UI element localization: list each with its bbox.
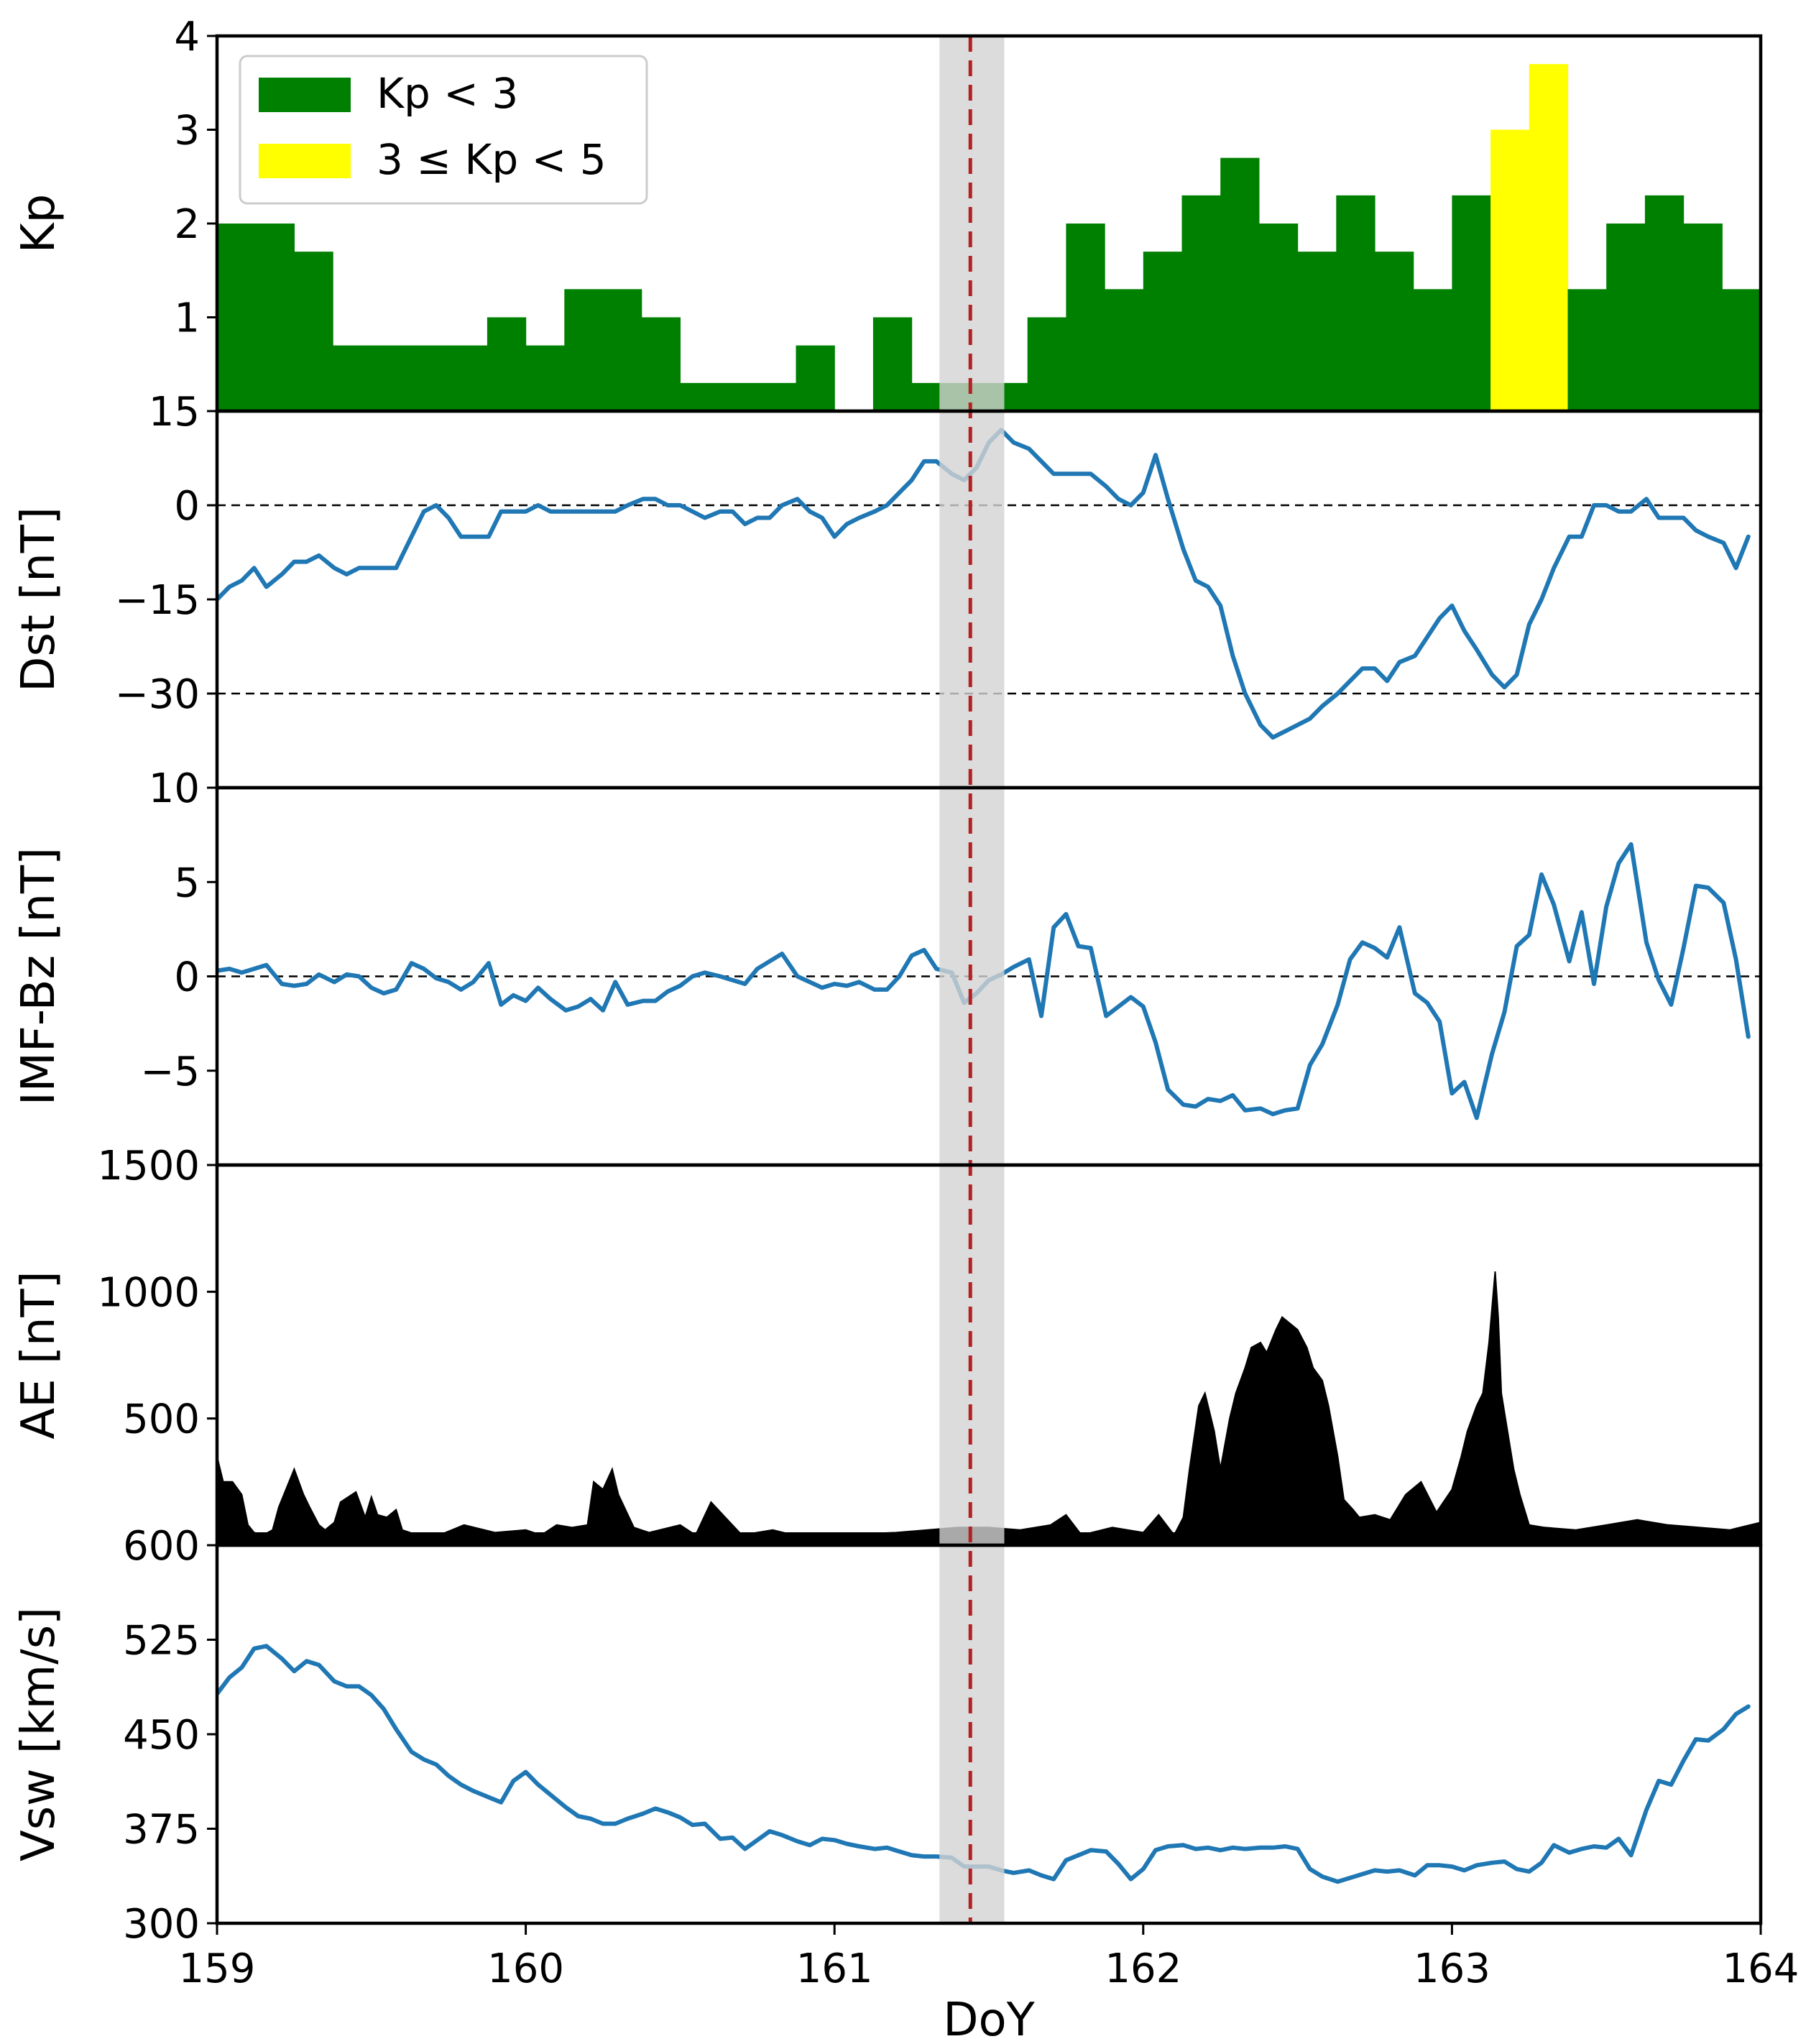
kp-bar [525, 345, 565, 411]
kp-bar [333, 345, 372, 411]
legend-label: Kp < 3 [377, 69, 518, 118]
kp-ytick-label: 1 [174, 295, 200, 342]
kp-bar [1490, 129, 1530, 411]
imfbz-ytick-label: 0 [174, 954, 200, 1001]
legend: Kp < 3 3 ≤ Kp < 5 [239, 55, 648, 205]
kp-bar [255, 224, 295, 411]
kp-bar [796, 345, 835, 411]
vsw-ytick-label: 300 [123, 1901, 200, 1948]
x-tick-label: 163 [1414, 1946, 1490, 1992]
kp-bar [680, 382, 719, 411]
legend-swatch [259, 144, 351, 178]
x-tick-label: 159 [179, 1946, 256, 1992]
vsw-y-axis-label: Vsw [km/s] [12, 1607, 65, 1861]
dst-ytick-label: −15 [115, 577, 200, 624]
ae-ytick-label: 500 [123, 1396, 200, 1443]
kp-bar [410, 345, 449, 411]
ae-ytick-label: 1000 [97, 1269, 200, 1316]
kp-bar [1066, 224, 1105, 411]
kp-bar [1220, 157, 1260, 411]
kp-bar [1606, 224, 1646, 411]
x-axis-label: DoY [943, 1994, 1035, 2044]
kp-bar [1105, 289, 1144, 411]
kp-bar [1722, 289, 1761, 411]
kp-bar [1644, 195, 1685, 411]
kp-bar [294, 252, 333, 411]
dst-ytick-label: 15 [149, 389, 200, 436]
kp-bar [719, 382, 758, 411]
tick-labels: 1 2 3 4 Kp −30 −15 0 15 Dst [nT] −5 0 5 10 IMF-Bz [nT]… [12, 14, 1799, 1992]
kp-ytick-label: 2 [174, 201, 200, 248]
kp-panel [217, 64, 1761, 411]
vsw-ytick-label: 375 [123, 1807, 200, 1854]
kp-bar [1683, 224, 1723, 411]
imfbz-ytick-label: 10 [149, 765, 200, 812]
event-marker [939, 36, 1005, 1923]
kp-bar [371, 345, 411, 411]
ae-y-axis-label: AE [nT] [12, 1271, 65, 1439]
panel-frames [215, 34, 1763, 1925]
kp-bar [217, 224, 257, 411]
imfbz-ytick-label: 5 [174, 860, 200, 906]
x-tick-label: 160 [487, 1946, 564, 1992]
kp-bar [757, 382, 797, 411]
legend-label: 3 ≤ Kp < 5 [377, 135, 607, 184]
kp-bar [603, 289, 642, 411]
x-tick-label: 161 [796, 1946, 873, 1992]
ae-ytick-label: 1500 [97, 1143, 200, 1189]
kp-bar [1567, 289, 1607, 411]
vsw-ytick-label: 450 [123, 1712, 200, 1759]
kp-bar [487, 317, 527, 411]
kp-ytick-label: 3 [174, 108, 200, 155]
kp-bar [1336, 195, 1375, 411]
kp-bar [1143, 252, 1183, 411]
dst-ytick-label: 0 [174, 483, 200, 530]
kp-y-axis-label: Kp [12, 194, 65, 254]
x-tick-label: 162 [1105, 1946, 1181, 1992]
kp-bar [1452, 195, 1491, 411]
kp-bar [1297, 252, 1337, 411]
imfbz-ytick-label: −5 [140, 1049, 200, 1095]
vsw-ytick-label: 600 [123, 1523, 200, 1570]
kp-bar [448, 345, 488, 411]
kp-bar [1027, 317, 1066, 411]
x-tick-label: 164 [1723, 1946, 1800, 1992]
dst-y-axis-label: Dst [nT] [12, 507, 65, 692]
kp-bar [1529, 64, 1569, 411]
kp-bar [1181, 195, 1221, 411]
kp-bar [564, 289, 604, 411]
imfbz-y-axis-label: IMF-Bz [nT] [12, 847, 65, 1105]
kp-bar [872, 317, 913, 411]
kp-bar [641, 317, 681, 411]
legend-swatch [259, 78, 351, 112]
panels [217, 64, 1761, 1884]
vsw-ytick-label: 525 [123, 1618, 200, 1665]
kp-ytick-label: 4 [174, 14, 200, 60]
kp-bar [1375, 252, 1414, 411]
kp-bar [1258, 224, 1299, 411]
kp-bar [1413, 289, 1452, 411]
dst-ytick-label: −30 [115, 671, 200, 718]
